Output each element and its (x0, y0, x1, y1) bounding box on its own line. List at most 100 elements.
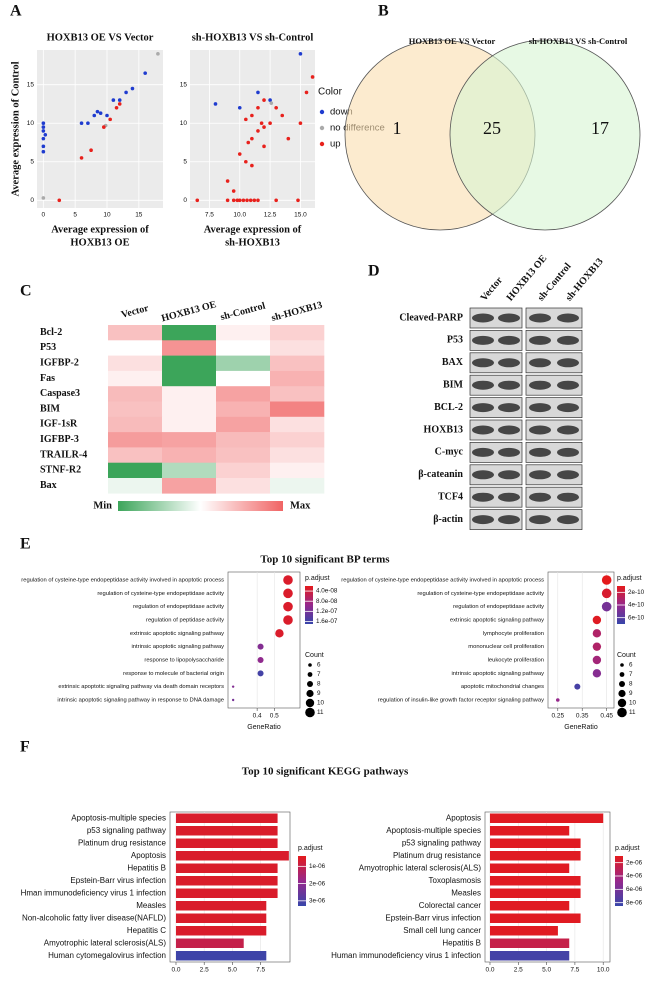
colorbar (615, 856, 623, 906)
legend-key (308, 663, 312, 667)
heat-cell (216, 447, 271, 463)
blot-box (469, 464, 523, 486)
blot-box (469, 352, 523, 374)
heat-cell (270, 401, 325, 418)
y-tick-label: Colorectal cancer (419, 901, 482, 910)
x-axis-label: Average expression of (51, 224, 149, 235)
y-tick-label: response to lipopolysaccharide (144, 658, 224, 664)
row-label: STNF-R2 (40, 465, 81, 476)
blot-box (469, 374, 523, 396)
bar (489, 926, 558, 936)
blot-box (469, 486, 523, 508)
blot-band (529, 470, 551, 480)
blot-band (472, 425, 494, 435)
bar (489, 838, 581, 848)
blot-band (498, 492, 520, 502)
point (237, 198, 242, 203)
blot-box (525, 352, 583, 374)
heat-cell (162, 355, 217, 372)
heat-cell (216, 370, 271, 387)
blot-band (498, 358, 520, 368)
x-tick-label: 5.0 (542, 967, 551, 974)
point (296, 198, 300, 203)
bar (489, 938, 570, 948)
heat-cell (162, 370, 217, 387)
dot (574, 683, 581, 690)
point (79, 156, 84, 160)
x-tick-label: 10.0 (597, 967, 610, 974)
y-tick-label: mononuclear cell proliferation (468, 644, 544, 650)
dot (592, 615, 602, 625)
point (41, 121, 46, 126)
bar (175, 851, 289, 861)
blot-box (469, 330, 523, 351)
heat-cell (162, 401, 217, 418)
legend-label: 6 (317, 662, 321, 669)
point (262, 98, 266, 102)
blot-band (472, 380, 494, 390)
point (124, 90, 128, 95)
y-tick-label: Human cytomegalovirus infection (48, 951, 166, 960)
blot-box (469, 419, 523, 441)
x-tick-label: 7.5 (256, 967, 265, 974)
y-tick-label: intrinsic apoptotic signaling pathway in… (57, 698, 224, 704)
y-tick-label: Epstein-Barr virus infection (70, 876, 166, 885)
bar (489, 826, 570, 836)
y-tick-label: intrinsic apoptotic signaling pathway (132, 644, 225, 650)
point (43, 132, 48, 137)
colorbar-label: 6e-10 (628, 614, 645, 621)
y-tick-label: Non-alcoholic fatty liver disease(NAFLD) (22, 913, 166, 922)
y-tick-label: Small cell lung cancer (403, 926, 481, 935)
bar (489, 913, 581, 923)
legend-label: up (330, 139, 341, 150)
row-label: Bcl-2 (40, 327, 62, 338)
y-tick-label: intrinsic apoptotic signaling pathway (452, 671, 545, 677)
chart-title: sh-HOXB13 VS sh-Control (192, 32, 314, 43)
legend-label: 9 (317, 690, 321, 697)
row-label: BAX (442, 357, 464, 368)
colorbar-label: Min (93, 500, 112, 511)
bar (175, 863, 278, 873)
point (250, 113, 254, 118)
dot (231, 685, 235, 688)
blot-band (557, 358, 579, 368)
point (304, 90, 309, 95)
point (98, 111, 103, 115)
y-tick-label: Platinum drug resistance (78, 838, 167, 847)
heat-cell (216, 355, 271, 372)
heat-cell (270, 447, 325, 463)
x-tick-label: 0.35 (576, 713, 589, 720)
legend-key (319, 109, 325, 115)
y-tick-label: regulation of cysteine-type endopeptidas… (341, 578, 544, 584)
legend-label: 11 (629, 709, 636, 716)
point (280, 113, 285, 118)
y-tick-label: Measles (136, 901, 166, 910)
blot-box (525, 397, 583, 418)
heat-cell (270, 340, 325, 356)
blot-box (469, 397, 523, 418)
colorbar-label: 3e-06 (309, 897, 326, 904)
heat-cell (108, 416, 163, 433)
blot-box (525, 374, 583, 396)
legend-label: 10 (629, 700, 637, 707)
heat-cell (216, 462, 271, 479)
blot-band (498, 470, 520, 480)
point (268, 98, 272, 102)
heat-cell (270, 386, 325, 402)
dot (592, 655, 602, 665)
dot (257, 657, 264, 663)
dot (283, 601, 293, 612)
blot-box (469, 442, 523, 463)
point (248, 198, 253, 203)
y-tick-label: extrinsic apoptotic signaling pathway vi… (58, 684, 224, 690)
point (195, 198, 200, 203)
venn-count: 1 (393, 118, 402, 138)
row-label: TRAILR-4 (40, 449, 87, 460)
y-tick-label: lymphocyte proliferation (483, 631, 544, 637)
row-label: Fas (40, 373, 55, 384)
x-tick-label: 10 (103, 212, 111, 219)
heat-cell (270, 462, 325, 479)
x-axis-label: sh-HOXB13 (225, 237, 280, 248)
point (310, 75, 315, 79)
row-label: BIM (443, 379, 464, 390)
